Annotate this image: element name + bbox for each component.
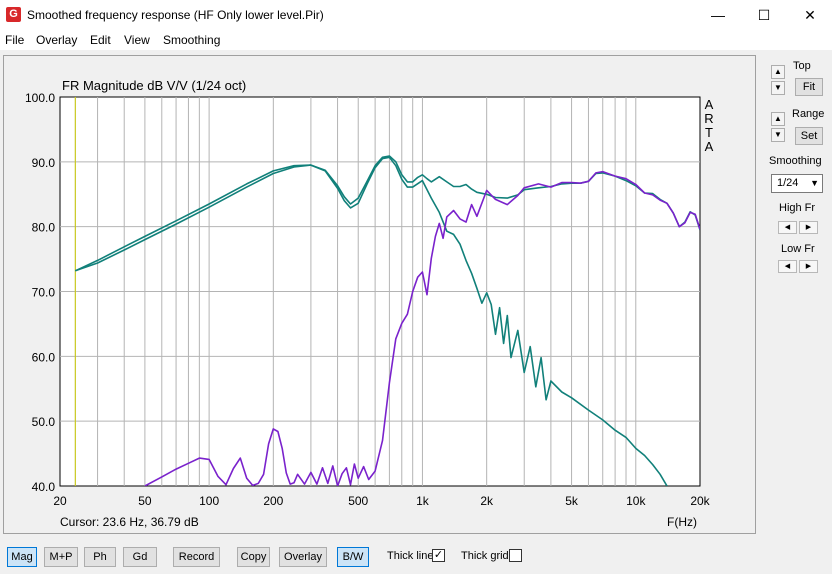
y-tick-label: 90.0 (32, 156, 56, 170)
menu-file[interactable]: File (5, 33, 25, 47)
x-tick-label: 1k (416, 494, 430, 508)
thick-line-checkbox[interactable]: ✓ (432, 549, 445, 562)
thick-grid-checkbox[interactable] (509, 549, 522, 562)
cursor-readout: Cursor: 23.6 Hz, 36.79 dB (60, 515, 199, 529)
range-down-spin[interactable]: ▼ (771, 128, 785, 142)
thick-grid-label: Thick grid (461, 550, 509, 562)
menu-bar: File Overlay Edit View Smoothing (0, 30, 832, 50)
top-up-spin[interactable]: ▲ (771, 65, 785, 79)
low-fr-right-arrow-icon[interactable]: ▶ (799, 260, 818, 273)
phase-button[interactable]: Ph (84, 547, 116, 567)
watermark-letter: T (705, 125, 713, 140)
high-fr-left-arrow-icon[interactable]: ◀ (778, 221, 797, 234)
x-tick-label: 20 (53, 494, 67, 508)
y-tick-label: 60.0 (32, 350, 56, 364)
thick-line-label: Thick line (387, 550, 434, 562)
watermark-letter: A (705, 97, 714, 112)
watermark-letter: R (704, 111, 713, 126)
close-icon[interactable]: ✕ (804, 7, 816, 23)
series-line-3 (144, 170, 700, 486)
menu-overlay[interactable]: Overlay (36, 33, 78, 47)
record-button[interactable]: Record (173, 547, 220, 567)
range-up-spin[interactable]: ▲ (771, 112, 785, 126)
tick-labels: 20 50 100 200 500 1k 2k 5k 10k 20k 40.0 50.0 60.0 70.… (25, 91, 711, 508)
group-delay-button[interactable]: Gd (123, 547, 157, 567)
x-tick-label: 100 (199, 494, 219, 508)
top-label: Top (793, 60, 811, 72)
y-tick-label: 100.0 (25, 91, 55, 105)
x-tick-label: 5k (565, 494, 579, 508)
title-bar: G Smoothed frequency response (HF Only l… (0, 0, 832, 30)
smoothing-label: Smoothing (769, 155, 822, 167)
x-tick-label: 500 (348, 494, 368, 508)
fit-button[interactable]: Fit (795, 78, 823, 96)
bw-button[interactable]: B/W (337, 547, 369, 567)
mag-button[interactable]: Mag (7, 547, 37, 567)
x-tick-label: 50 (138, 494, 152, 508)
mp-button[interactable]: M+P (44, 547, 78, 567)
x-tick-label: 10k (626, 494, 646, 508)
top-down-spin[interactable]: ▼ (771, 81, 785, 95)
chevron-down-icon: ▼ (810, 178, 819, 188)
low-fr-label: Low Fr (781, 243, 815, 255)
x-tick-label: 20k (690, 494, 710, 508)
set-button[interactable]: Set (795, 127, 823, 145)
y-tick-label: 50.0 (32, 415, 56, 429)
maximize-icon[interactable]: ☐ (757, 7, 771, 23)
y-tick-label: 80.0 (32, 221, 56, 235)
watermark-letter: A (705, 139, 714, 154)
x-tick-label: 200 (263, 494, 283, 508)
copy-button[interactable]: Copy (237, 547, 270, 567)
overlay-button[interactable]: Overlay (279, 547, 327, 567)
menu-view[interactable]: View (124, 33, 150, 47)
menu-edit[interactable]: Edit (90, 33, 111, 47)
series-layer (74, 155, 700, 486)
x-axis-label: F(Hz) (667, 515, 697, 529)
x-tick-label: 2k (480, 494, 494, 508)
series-line-2 (75, 156, 668, 486)
smoothing-select[interactable]: 1/24 ▼ (771, 174, 823, 193)
high-fr-right-arrow-icon[interactable]: ▶ (799, 221, 818, 234)
y-tick-label: 70.0 (32, 286, 56, 300)
chart-title: FR Magnitude dB V/V (1/24 oct) (62, 78, 246, 93)
grid-lines (60, 97, 700, 486)
high-fr-label: High Fr (779, 202, 816, 214)
app-icon: G (6, 7, 21, 22)
range-label: Range (792, 108, 825, 120)
y-tick-label: 40.0 (32, 480, 56, 494)
smoothing-value: 1/24 (777, 177, 799, 189)
low-fr-left-arrow-icon[interactable]: ◀ (778, 260, 797, 273)
minimize-icon[interactable]: — (711, 7, 725, 23)
menu-smoothing[interactable]: Smoothing (163, 33, 221, 47)
window-title: Smoothed frequency response (HF Only low… (27, 8, 324, 22)
